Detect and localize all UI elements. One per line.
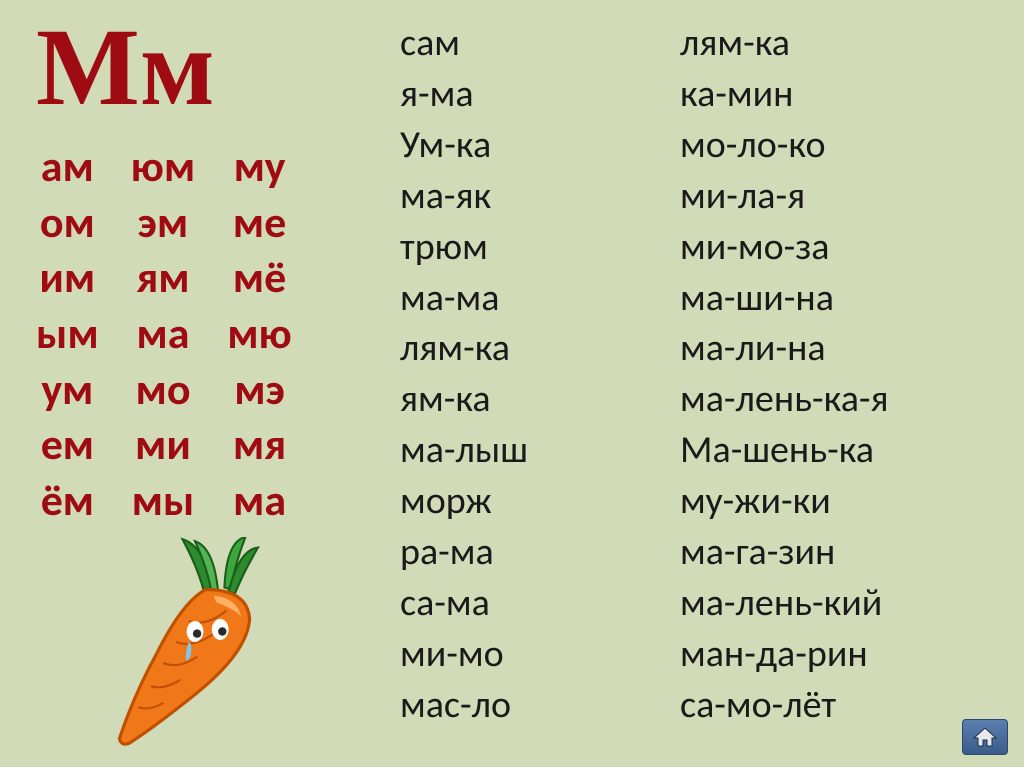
word: мас-ло	[400, 680, 528, 731]
word: лям-ка	[680, 18, 889, 69]
syllable-cell: мю	[227, 307, 292, 361]
word: ми-ла-я	[680, 171, 889, 222]
page-title: Мм	[36, 12, 215, 122]
syllable-cell: ми	[131, 418, 196, 472]
word: му-жи-ки	[680, 476, 889, 527]
word: ма-лень-ка-я	[680, 374, 889, 425]
syllable-cell: ем	[36, 418, 99, 472]
word: ман-да-рин	[680, 629, 889, 680]
word: ям-ка	[400, 374, 528, 425]
syllable-cell: ём	[36, 474, 99, 528]
syllable-cell: ам	[36, 140, 99, 194]
word: Ум-ка	[400, 120, 528, 171]
carrot-icon	[90, 537, 300, 747]
word: са-мо-лёт	[680, 680, 889, 731]
syllable-cell: ом	[36, 196, 99, 250]
word: лям-ка	[400, 323, 528, 374]
syllable-cell: мё	[227, 251, 292, 305]
home-button[interactable]	[962, 719, 1008, 755]
syllable-cell: ме	[227, 196, 292, 250]
syllable-cell: мэ	[227, 363, 292, 417]
word: ма-як	[400, 171, 528, 222]
word: ма-ши-на	[680, 273, 889, 324]
syllable-cell: ым	[36, 307, 99, 361]
syllable-cell: мо	[131, 363, 196, 417]
word: ма-га-зин	[680, 527, 889, 578]
word: ма-ма	[400, 273, 528, 324]
word: морж	[400, 476, 528, 527]
word: ми-мо	[400, 629, 528, 680]
word: ка-мин	[680, 69, 889, 120]
syllable-cell: им	[36, 251, 99, 305]
word: ра-ма	[400, 527, 528, 578]
word: ми-мо-за	[680, 222, 889, 273]
word: трюм	[400, 222, 528, 273]
word: ма-лень-кий	[680, 578, 889, 629]
syllable-cell: ям	[131, 251, 196, 305]
syllable-cell: мы	[131, 474, 196, 528]
word: ма-лыш	[400, 425, 528, 476]
word: мо-ло-ко	[680, 120, 889, 171]
carrot-illustration	[90, 537, 300, 747]
syllable-cell: юм	[131, 140, 196, 194]
word: ма-ли-на	[680, 323, 889, 374]
words-column-1: сам я-ма Ум-ка ма-як трюм ма-ма лям-ка я…	[400, 18, 528, 731]
syllable-cell: эм	[131, 196, 196, 250]
word: Ма-шень-ка	[680, 425, 889, 476]
word: са-ма	[400, 578, 528, 629]
word: я-ма	[400, 69, 528, 120]
syllable-cell: ма	[227, 474, 292, 528]
syllable-cell: мя	[227, 418, 292, 472]
syllable-cell: ум	[36, 363, 99, 417]
syllable-cell: му	[227, 140, 292, 194]
word: сам	[400, 18, 528, 69]
syllable-cell: ма	[131, 307, 196, 361]
words-column-2: лям-ка ка-мин мо-ло-ко ми-ла-я ми-мо-за …	[680, 18, 889, 731]
home-icon	[972, 726, 998, 748]
syllable-grid: ам юм му ом эм ме им ям мё ым ма мю ум м…	[36, 140, 292, 528]
